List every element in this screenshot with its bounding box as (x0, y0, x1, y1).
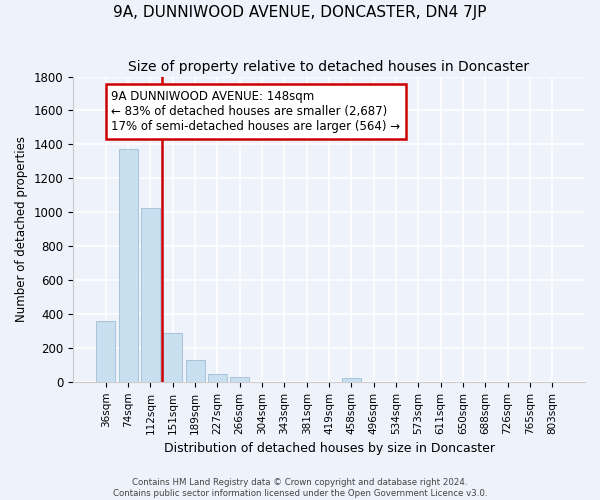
Text: 9A DUNNIWOOD AVENUE: 148sqm
← 83% of detached houses are smaller (2,687)
17% of : 9A DUNNIWOOD AVENUE: 148sqm ← 83% of det… (112, 90, 401, 134)
Bar (141, 208, 160, 382)
Bar (96, 321, 115, 382)
Text: Contains HM Land Registry data © Crown copyright and database right 2024.
Contai: Contains HM Land Registry data © Crown c… (113, 478, 487, 498)
Text: 9A, DUNNIWOOD AVENUE, DONCASTER, DN4 7JP: 9A, DUNNIWOOD AVENUE, DONCASTER, DN4 7JP (113, 5, 487, 20)
Bar (208, 374, 227, 382)
Bar (119, 150, 137, 382)
Title: Size of property relative to detached houses in Doncaster: Size of property relative to detached ho… (128, 60, 530, 74)
X-axis label: Distribution of detached houses by size in Doncaster: Distribution of detached houses by size … (164, 442, 494, 455)
Bar (163, 334, 182, 382)
Bar (342, 378, 361, 382)
Y-axis label: Number of detached properties: Number of detached properties (15, 136, 28, 322)
Bar (185, 360, 205, 382)
Bar (230, 376, 249, 382)
